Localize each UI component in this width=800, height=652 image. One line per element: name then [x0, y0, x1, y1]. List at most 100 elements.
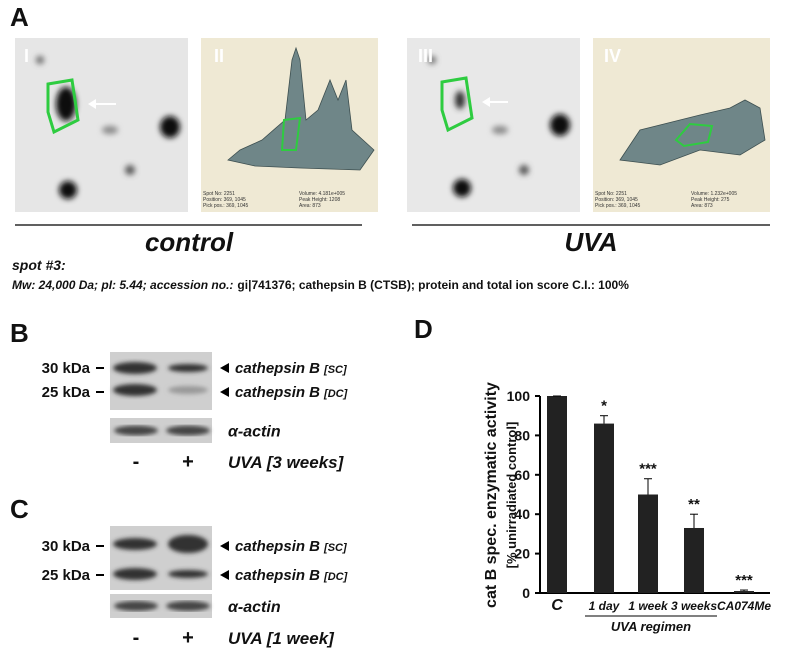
info-text: Area: 873 — [299, 203, 321, 209]
band-label: cathepsin B [DC] — [235, 567, 348, 584]
info-text: Volume: 4.181e+005 — [299, 191, 345, 197]
band-name: cathepsin B — [235, 384, 320, 401]
lane-label: - — [133, 451, 140, 473]
x-tick-label: 1 day — [589, 599, 621, 613]
marker-label: 25 kDa — [42, 567, 91, 584]
info-text: Position: 369, 1045 — [595, 197, 638, 203]
band — [168, 364, 208, 372]
band — [166, 425, 210, 436]
panel-label: D — [414, 314, 433, 344]
band — [113, 568, 157, 580]
info-text: Spot No: 2251 — [203, 191, 235, 197]
panel-label: B — [10, 318, 29, 348]
group-label: UVA — [565, 227, 618, 257]
blot-bands — [114, 601, 210, 611]
band — [113, 384, 157, 396]
group-label: control — [145, 227, 234, 257]
band-name: cathepsin B — [235, 567, 320, 584]
bar — [638, 494, 658, 593]
band — [113, 538, 157, 550]
y-tick-label: 40 — [514, 506, 530, 522]
panel-label: A — [10, 2, 29, 32]
y-tick-label: 0 — [522, 585, 530, 601]
band-label: cathepsin B [SC] — [235, 538, 347, 555]
info-text: Pick pos.: 369, 1045 — [203, 203, 249, 209]
image-label: I — [24, 46, 29, 66]
x-tick-label: C — [551, 597, 563, 614]
significance-label: * — [601, 398, 607, 415]
significance-label: *** — [735, 572, 753, 589]
blot-bands — [114, 425, 210, 436]
image-label: III — [418, 46, 433, 66]
x-tick-label: CA074Me — [717, 599, 771, 613]
marker-label: 30 kDa — [42, 538, 91, 555]
lane-label: - — [133, 627, 140, 649]
band-label: cathepsin B [DC] — [235, 384, 348, 401]
loading-control: α-actin — [228, 424, 281, 441]
band-form: [DC] — [323, 388, 348, 400]
info-text: Pick pos.: 369, 1045 — [595, 203, 641, 209]
info-text: Peak Height: 1208 — [299, 197, 340, 203]
band-form: [SC] — [323, 542, 347, 554]
marker-label: 25 kDa — [42, 384, 91, 401]
band — [168, 386, 208, 394]
y-axis-title: cat B spec. enzymatic activity — [483, 382, 500, 608]
info-text: Volume: 1.232e+005 — [691, 191, 737, 197]
bar — [684, 527, 704, 593]
blot-bands — [113, 362, 208, 396]
band — [114, 425, 158, 436]
image-label: IV — [604, 46, 621, 66]
blot-image — [110, 352, 212, 410]
band — [113, 362, 157, 374]
spot-details: Mw: 24,000 Da; pI: 5.44; accession no.: g… — [12, 278, 629, 292]
y-tick-label: 100 — [507, 388, 531, 404]
gel-image — [15, 38, 188, 212]
bar — [547, 396, 567, 593]
lane-label: + — [182, 627, 194, 649]
band-name: cathepsin B — [235, 538, 320, 555]
band — [114, 601, 158, 611]
lane-label: + — [182, 451, 194, 473]
band-name: cathepsin B — [235, 360, 320, 377]
arrowhead — [220, 363, 229, 373]
detail-segment: Mw: 24,000 Da; pI: 5.44; accession no.: — [12, 278, 233, 292]
blot-image — [110, 526, 212, 590]
info-text: Area: 873 — [691, 203, 713, 209]
treatment-label: UVA [1 week] — [228, 629, 335, 648]
image-label: II — [214, 46, 224, 66]
panel-label: C — [10, 494, 29, 524]
detail-segment: gi|741376; cathepsin B (CTSB); protein a… — [237, 278, 629, 292]
significance-label: ** — [688, 496, 700, 513]
y-tick-label: 20 — [514, 546, 530, 562]
info-text: Spot No: 2251 — [595, 191, 627, 197]
y-tick-label: 60 — [514, 467, 530, 483]
loading-control: α-actin — [228, 599, 281, 616]
arrowhead — [220, 570, 229, 580]
3d-plot — [201, 38, 378, 212]
y-axis-title: [% unirradiated control] — [504, 422, 519, 569]
arrowhead — [220, 387, 229, 397]
band-form: [DC] — [323, 571, 348, 583]
spot-title: spot #3: — [12, 257, 66, 273]
band — [168, 535, 208, 553]
3d-plot — [593, 38, 770, 212]
band-form: [SC] — [323, 364, 347, 376]
x-tick-label: 1 week — [628, 599, 669, 613]
significance-label: *** — [639, 461, 657, 478]
blot-bands — [113, 535, 208, 580]
arrowhead — [220, 541, 229, 551]
info-text: Position: 369, 1045 — [203, 197, 246, 203]
info-text: Peak Height: 275 — [691, 197, 730, 203]
band — [166, 601, 210, 611]
gel-image — [407, 38, 580, 212]
bar — [734, 591, 754, 593]
band — [168, 570, 208, 578]
marker-label: 30 kDa — [42, 360, 91, 377]
bar — [594, 423, 614, 593]
x-tick-label: 3 weeks — [671, 599, 717, 613]
group-label: UVA regimen — [611, 619, 691, 634]
treatment-label: UVA [3 weeks] — [228, 453, 345, 472]
y-tick-label: 80 — [514, 427, 530, 443]
